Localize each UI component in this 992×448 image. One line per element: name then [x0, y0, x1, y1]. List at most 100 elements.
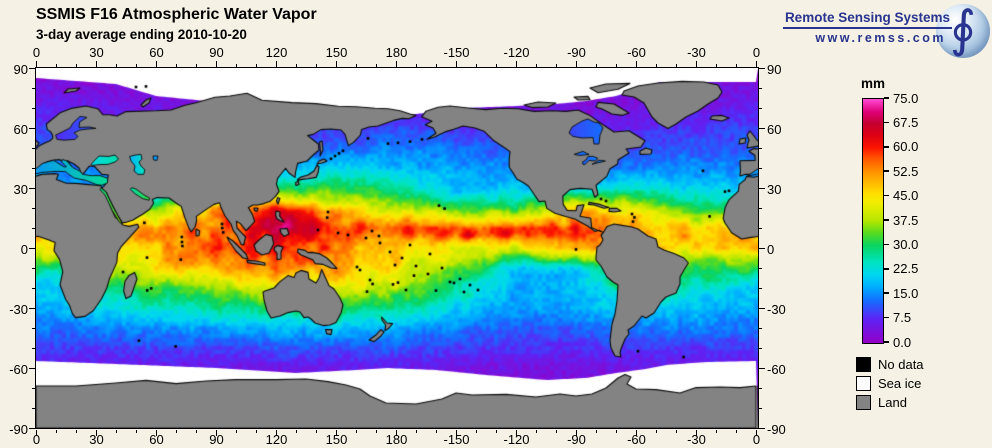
colorbar-tick — [884, 316, 889, 319]
lon-tick — [435, 64, 438, 67]
lon-tick — [35, 430, 38, 436]
lon-tick — [155, 61, 158, 67]
colorbar-tick-label: 7.5 — [893, 310, 912, 326]
lon-tick — [75, 64, 78, 67]
lon-tick — [155, 430, 158, 436]
lat-axis-label: 60 — [13, 121, 28, 137]
lon-tick — [215, 61, 218, 67]
colorbar-tick — [884, 146, 889, 148]
logo-link[interactable]: Remote Sensing Systems — [782, 10, 952, 29]
lon-tick — [295, 430, 298, 433]
lat-tick — [759, 207, 762, 210]
map-legend: No data Sea ice Land — [856, 355, 924, 412]
lon-tick — [495, 64, 498, 67]
colorbar-tick — [884, 170, 889, 172]
lon-tick — [675, 64, 678, 67]
legend-label: No data — [878, 357, 924, 372]
page-title: SSMIS F16 Atmospheric Water Vapor — [36, 6, 317, 23]
lat-axis-label: -30 — [9, 301, 28, 317]
lon-axis-label: -150 — [443, 45, 470, 60]
lon-tick — [695, 430, 698, 436]
legend-item-land: Land — [856, 393, 924, 412]
lon-tick — [455, 430, 458, 436]
lon-axis-label: 0 — [752, 432, 761, 447]
lat-tick — [32, 287, 35, 290]
lon-axis-label: 180 — [385, 45, 408, 60]
lat-tick — [759, 187, 765, 190]
lon-axis-label: 0 — [752, 45, 761, 60]
lat-tick — [32, 227, 35, 230]
colorbar-tick-label: 67.5 — [893, 114, 919, 130]
lon-axis-label: 90 — [209, 45, 224, 60]
lat-axis-label: 0 — [767, 241, 775, 257]
lon-axis-label: 90 — [209, 432, 224, 447]
colorbar-tick-label: 52.5 — [893, 163, 919, 179]
lon-tick — [655, 430, 658, 433]
sea-ice-swatch — [856, 376, 871, 391]
colorbar — [862, 98, 884, 344]
colorbar-tick — [884, 121, 889, 124]
lon-tick — [575, 430, 578, 436]
lon-axis-label: 0 — [32, 45, 41, 60]
lon-tick — [535, 64, 538, 67]
logo-url-link[interactable]: www.remss.com — [815, 31, 946, 45]
lon-axis-label: -60 — [627, 432, 646, 447]
lon-tick — [615, 430, 618, 433]
lon-axis-label: -120 — [503, 45, 530, 60]
colorbar-tick-label: 0.0 — [893, 334, 912, 350]
lon-axis-label: 150 — [325, 432, 348, 447]
lon-tick — [455, 61, 458, 67]
lon-tick — [595, 430, 598, 433]
colorbar-tick — [884, 243, 889, 246]
lat-axis-label: 60 — [767, 121, 782, 137]
lon-tick — [115, 430, 118, 433]
lon-tick — [235, 64, 238, 67]
legend-label: Sea ice — [878, 376, 922, 391]
colorbar-unit-label: mm — [860, 76, 885, 91]
lat-tick — [29, 67, 35, 70]
lon-tick — [475, 430, 478, 433]
lon-tick — [215, 430, 218, 436]
lon-tick — [235, 430, 238, 433]
lon-tick — [335, 61, 338, 67]
lon-tick — [515, 430, 518, 436]
lon-tick — [135, 430, 138, 433]
lon-tick — [315, 430, 318, 433]
lat-axis-label: -60 — [767, 361, 786, 377]
lon-axis-label: 60 — [149, 432, 164, 447]
colorbar-tick — [884, 268, 889, 270]
colorbar-tick — [884, 194, 889, 197]
lon-tick — [95, 430, 98, 436]
lon-tick — [475, 64, 478, 67]
lon-tick — [295, 64, 298, 67]
lon-tick — [375, 430, 378, 433]
lon-tick — [195, 64, 198, 67]
lat-axis-label: -30 — [767, 301, 786, 317]
lon-tick — [375, 64, 378, 67]
lon-tick — [95, 61, 98, 67]
lat-tick — [759, 67, 765, 70]
legend-label: Land — [878, 395, 907, 410]
lon-axis-label: 120 — [265, 45, 288, 60]
legend-item-sea-ice: Sea ice — [856, 374, 924, 393]
lat-tick — [759, 347, 762, 350]
lat-tick — [29, 247, 35, 250]
lon-tick — [715, 430, 718, 433]
lat-tick — [759, 307, 765, 310]
lat-tick — [759, 227, 762, 230]
lon-tick — [615, 64, 618, 67]
lat-tick — [32, 167, 35, 170]
lon-tick — [135, 64, 138, 67]
lon-tick — [555, 430, 558, 433]
lon-axis-label: 30 — [89, 45, 104, 60]
lon-axis-label: -90 — [567, 432, 586, 447]
land-swatch — [856, 395, 871, 410]
lon-tick — [675, 430, 678, 433]
world-map — [35, 67, 759, 429]
lon-tick — [255, 430, 258, 433]
lat-tick — [759, 127, 765, 130]
lat-axis-label: 30 — [767, 181, 782, 197]
lat-axis-label: -90 — [9, 421, 28, 437]
integral-symbol-icon: ∮ — [949, 0, 977, 58]
lon-tick — [395, 61, 398, 67]
